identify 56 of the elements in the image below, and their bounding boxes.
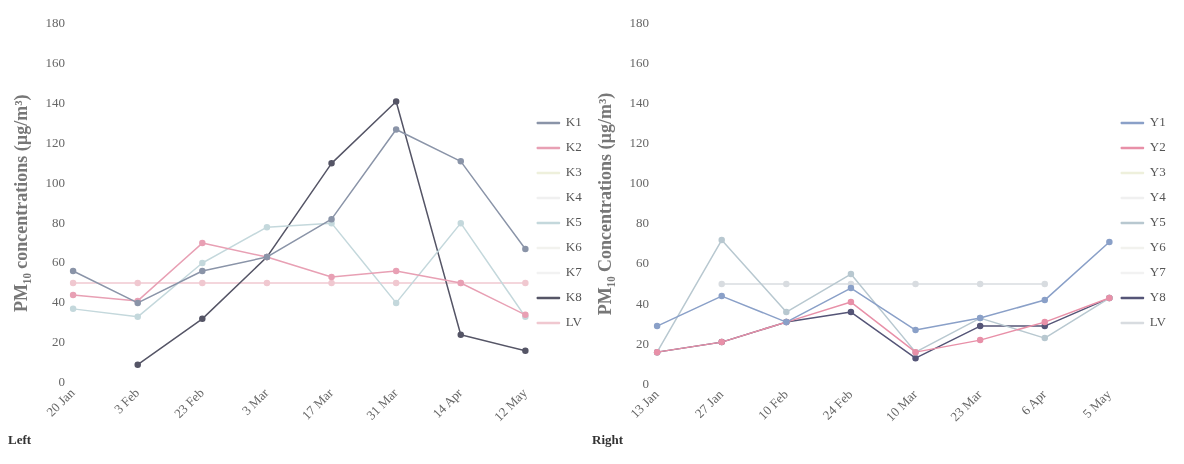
y-tick-label: 120 bbox=[45, 134, 66, 150]
x-tick-label: 12 May bbox=[490, 384, 531, 425]
x-tick-label: 5 May bbox=[1079, 386, 1115, 421]
y-tick-label: 40 bbox=[52, 294, 66, 310]
x-tick-label: 10 Feb bbox=[754, 386, 791, 423]
legend-label: Y4 bbox=[1149, 189, 1167, 205]
y-tick-label: 140 bbox=[629, 95, 650, 111]
y-tick-label: 40 bbox=[636, 295, 650, 311]
legend-label: LV bbox=[1149, 314, 1167, 330]
y-tick-label: 20 bbox=[52, 334, 66, 350]
legend-label: Y1 bbox=[1149, 114, 1166, 130]
y-tick-label: 60 bbox=[52, 254, 66, 270]
x-tick-label: 10 Mar bbox=[882, 386, 921, 425]
y-tick-label: 120 bbox=[629, 135, 650, 151]
y-tick-label: 160 bbox=[45, 55, 66, 71]
legend-label: Y3 bbox=[1149, 164, 1166, 180]
y-tick-label: 100 bbox=[629, 175, 650, 191]
y-axis-title: PM₁₀ Concentrations (µg/m³) bbox=[595, 92, 617, 316]
legend-label: K7 bbox=[565, 264, 583, 280]
y-tick-label: 160 bbox=[629, 55, 650, 71]
x-tick-label: 27 Jan bbox=[691, 386, 727, 421]
x-tick-label: 14 Apr bbox=[429, 384, 466, 421]
legend-label: Y6 bbox=[1149, 239, 1167, 255]
y-tick-label: 0 bbox=[58, 374, 66, 390]
legend-label: K1 bbox=[565, 114, 582, 130]
y-tick-label: 80 bbox=[636, 215, 650, 231]
x-tick-label: 23 Mar bbox=[947, 386, 986, 425]
y-tick-label: 0 bbox=[642, 375, 650, 391]
legend-label: Y8 bbox=[1149, 289, 1166, 305]
y-axis-title: PM₁₀ concentrations (µg/m³) bbox=[11, 94, 33, 312]
x-tick-label: 23 Feb bbox=[170, 385, 207, 421]
legend-label: K2 bbox=[565, 139, 582, 155]
legend-label: Y2 bbox=[1149, 139, 1166, 155]
x-tick-label: 24 Feb bbox=[819, 386, 856, 423]
y-tick-label: 100 bbox=[45, 174, 66, 190]
y-tick-label: 140 bbox=[45, 94, 66, 110]
legend-label: K4 bbox=[565, 189, 583, 205]
legend-label: K8 bbox=[565, 289, 582, 305]
legend-label: LV bbox=[565, 314, 583, 330]
legend-label: Y7 bbox=[1149, 264, 1167, 280]
y-tick-label: 20 bbox=[636, 335, 650, 351]
y-tick-label: 80 bbox=[52, 214, 66, 230]
x-tick-label: 31 Mar bbox=[363, 384, 402, 423]
text: Left bbox=[8, 432, 33, 448]
x-tick-label: 3 Feb bbox=[110, 385, 143, 417]
x-tick-label: 17 Mar bbox=[298, 384, 337, 423]
legend-label: K5 bbox=[565, 214, 582, 230]
legend-label: K6 bbox=[565, 239, 583, 255]
text: Right bbox=[592, 432, 625, 448]
y-tick-label: 60 bbox=[636, 255, 650, 271]
x-tick-label: 3 Mar bbox=[238, 384, 272, 418]
x-tick-label: 6 Apr bbox=[1018, 386, 1050, 418]
legend-label: Y5 bbox=[1149, 214, 1166, 230]
y-tick-label: 180 bbox=[45, 15, 66, 31]
legend-label: K3 bbox=[565, 164, 582, 180]
y-tick-label: 180 bbox=[629, 15, 650, 31]
